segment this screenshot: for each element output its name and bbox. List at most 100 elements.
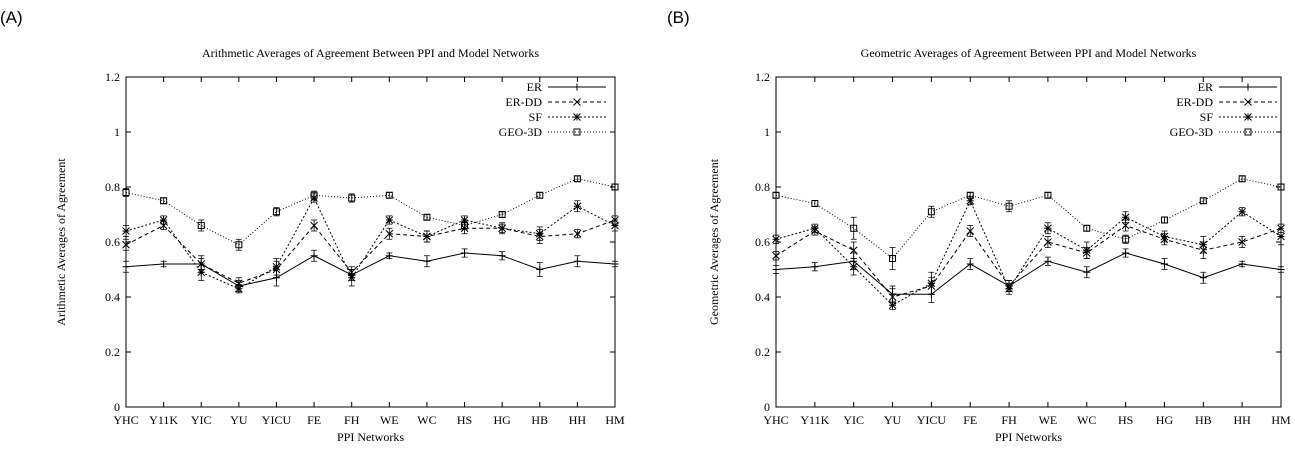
panel-a-data-point (423, 232, 431, 241)
panel-a-data-point (122, 240, 130, 249)
panel-a-data-point (461, 249, 469, 257)
panel-b-data-point (888, 293, 897, 301)
chart-panel-a: Arithmetic Averages of Agreement Between… (54, 46, 625, 444)
panel-b-ytick-label: 0.2 (755, 345, 770, 359)
panel-b-series-sf (772, 196, 1285, 310)
panel-b-data-point (1238, 207, 1247, 216)
panel-b-legend-marker (1244, 128, 1252, 136)
panel-b-data-point (1122, 249, 1130, 257)
panel-b-data-point (1238, 175, 1246, 183)
panel-b-data-point (1044, 238, 1052, 246)
panel-a-x-axis-label: PPI Networks (337, 430, 404, 444)
panel-a-legend-label: SF (529, 110, 543, 124)
panel-b-data-point (849, 246, 858, 255)
panel-a-error-bar (198, 219, 205, 232)
panel-b-xtick-label: FE (963, 413, 977, 427)
panel-a-data-point (611, 221, 619, 230)
panel-a-data-point (160, 260, 168, 268)
panel-a-letter: (A) (0, 8, 23, 27)
panel-a-data-point (573, 175, 581, 183)
panel-b-xtick-label: HS (1118, 413, 1133, 427)
panel-a-data-point (385, 191, 393, 199)
panel-b-legend-label: SF (1200, 110, 1214, 124)
panel-b-data-point (1277, 183, 1285, 191)
panel-a-data-point (498, 211, 506, 218)
panel-b-data-point (772, 191, 780, 199)
panel-b-data-point (1160, 216, 1168, 224)
panel-b-data-point (966, 227, 975, 235)
panel-a-data-point (159, 216, 168, 224)
panel-b-data-point (1121, 213, 1130, 222)
panel-a-error-bar (423, 214, 430, 221)
panel-a-data-point (160, 197, 168, 205)
panel-a-ytick-label: 1 (114, 125, 120, 139)
panel-a-legend-marker (573, 83, 581, 91)
panel-a-error-bar (536, 192, 543, 199)
panel-a-series-geo-3d (122, 175, 619, 251)
panel-a-data-point (460, 216, 469, 224)
panel-b-xtick-label: HH (1233, 413, 1251, 427)
panel-b-legend-marker (1244, 113, 1252, 121)
panel-b-data-point (1005, 202, 1013, 210)
panel-a-series-sf (122, 193, 619, 294)
panel-a-data-point (385, 229, 394, 238)
panel-a-xtick-label: FE (307, 413, 321, 427)
panel-b-data-point (1199, 274, 1207, 282)
panel-b-data-point (966, 196, 975, 205)
panel-b-data-point (811, 200, 819, 207)
panel-a-data-point (122, 263, 130, 271)
panel-b-error-bar (1161, 216, 1168, 224)
panel-b-legend-label: GEO-3D (1170, 125, 1214, 139)
panel-b-legend-marker (1244, 83, 1252, 91)
panel-a-error-bar (499, 211, 506, 218)
panel-a-ytick-label: 0.6 (105, 235, 120, 249)
panel-a-xtick-label: HM (605, 413, 625, 427)
panel-b-data-point (1277, 232, 1285, 241)
panel-a-data-point (536, 191, 544, 199)
panel-b-xtick-label: WC (1077, 413, 1096, 427)
panel-a-data-point (573, 229, 582, 238)
panel-b-letter: (B) (667, 8, 690, 27)
panel-a-data-point (235, 241, 243, 249)
panel-b-error-bar (773, 192, 779, 199)
panel-a-legend-marker (573, 113, 581, 121)
panel-a-data-point (535, 229, 544, 238)
panel-a-series-er (122, 248, 619, 292)
panel-a-data-point (122, 189, 130, 196)
panel-a-ytick-label: 1.2 (105, 70, 120, 84)
panel-b-ytick-label: 1.2 (755, 70, 770, 84)
panel-b-ytick-label: 0 (764, 400, 770, 414)
panel-b-data-point (1005, 284, 1013, 293)
panel-b-xtick-label: HB (1195, 413, 1212, 427)
panel-b-xtick-label: YICU (917, 413, 947, 427)
panel-a-chart-title: Arithmetic Averages of Agreement Between… (202, 46, 539, 60)
panel-a-data-point (348, 194, 356, 202)
panel-b-data-point (772, 251, 780, 260)
panel-a-data-point (423, 257, 431, 265)
panel-b-series-line (775, 252, 1282, 295)
panel-b-data-point (1083, 224, 1091, 232)
panel-a-ytick-label: 0.2 (105, 345, 120, 359)
panel-b-chart-title: Geometric Averages of Agreement Between … (861, 46, 1197, 60)
panel-a-series-line (125, 196, 616, 290)
panel-b-data-point (1238, 260, 1246, 268)
panel-a-xtick-label: Y11K (149, 413, 178, 427)
panel-b-ytick-label: 1 (764, 125, 770, 139)
panel-b-xtick-label: YU (884, 413, 902, 427)
panel-a-error-bar (235, 238, 242, 251)
panel-a-data-point (347, 273, 356, 282)
panel-b-data-point (1277, 266, 1285, 273)
panel-b-series-line (775, 224, 1282, 298)
panel-b-data-point (1044, 191, 1052, 199)
panel-b-series-er-dd (772, 219, 1285, 306)
panel-a-xtick-label: HH (569, 413, 587, 427)
panel-b-xtick-label: HG (1156, 413, 1174, 427)
panel-b-data-point (1160, 260, 1168, 268)
panel-a-data-point (611, 260, 619, 268)
panel-b-ytick-label: 0.8 (755, 180, 770, 194)
panel-a-xtick-label: YIC (191, 413, 212, 427)
panel-b-error-bar (1006, 200, 1013, 213)
panel-a-series-line (125, 252, 616, 287)
chart-panel-b: Geometric Averages of Agreement Between … (707, 46, 1291, 444)
panel-a-data-point (573, 202, 582, 211)
